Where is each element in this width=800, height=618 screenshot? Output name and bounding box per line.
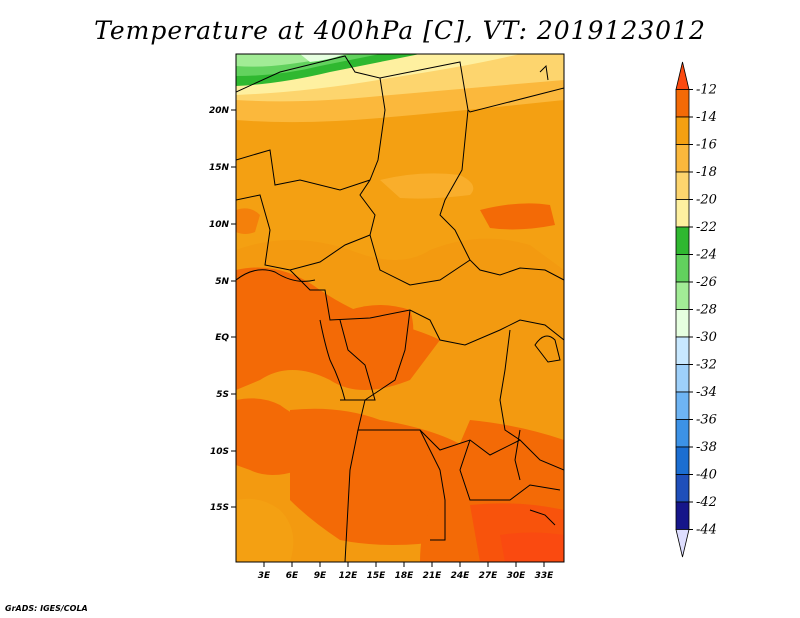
lon-label-15e: 15E bbox=[367, 571, 387, 581]
colorbar-label: -44 bbox=[696, 523, 717, 538]
colorbar-label: -24 bbox=[696, 248, 717, 263]
colorbar-swatch bbox=[675, 501, 690, 530]
colorbar-label: -34 bbox=[696, 385, 717, 400]
colorbar-swatch bbox=[675, 89, 690, 118]
colorbar-label: -16 bbox=[696, 138, 717, 153]
map-frame bbox=[235, 53, 565, 563]
lat-label-15s: 15S bbox=[210, 503, 229, 513]
colorbar-swatch bbox=[675, 474, 690, 503]
colorbar-label: -22 bbox=[696, 220, 717, 235]
colorbar-swatch bbox=[675, 391, 690, 420]
colorbar-label: -42 bbox=[696, 495, 717, 510]
lon-label-9e: 9E bbox=[314, 571, 327, 581]
colorbar-label: -26 bbox=[696, 275, 717, 290]
lat-labels: 20N 15N 10N 5N EQ 5S 10S 15S bbox=[209, 106, 230, 513]
lon-label-6e: 6E bbox=[286, 571, 299, 581]
colorbar-label: -32 bbox=[696, 358, 717, 373]
lon-label-21e: 21E bbox=[423, 571, 443, 581]
lon-label-24e: 24E bbox=[451, 571, 471, 581]
grads-credit: GrADS: IGES/COLA bbox=[5, 604, 88, 613]
colorbar-swatch bbox=[675, 336, 690, 365]
lat-label-20n: 20N bbox=[209, 106, 230, 116]
colorbar-swatch bbox=[675, 171, 690, 200]
lon-label-33e: 33E bbox=[535, 571, 555, 581]
colorbar-label: -12 bbox=[696, 83, 717, 98]
lat-label-eq: EQ bbox=[215, 333, 229, 343]
colorbar-swatch bbox=[675, 364, 690, 393]
country-borders bbox=[236, 55, 564, 562]
lon-label-30e: 30E bbox=[507, 571, 527, 581]
colorbar-swatch bbox=[675, 281, 690, 310]
colorbar-label: -40 bbox=[696, 468, 717, 483]
lon-labels: 3E 6E 9E 12E 15E 18E 21E 24E 27E 30E 33E bbox=[258, 571, 554, 581]
colorbar-swatch bbox=[675, 226, 690, 255]
colorbar-label: -36 bbox=[696, 413, 717, 428]
lat-label-15n: 15N bbox=[209, 163, 230, 173]
colorbar: -12 -14 -16 -18 -20 -22 -24 -26 -28 -30 -32 -34 -36 -… bbox=[675, 61, 717, 558]
colorbar-top-triangle bbox=[675, 61, 690, 90]
colorbar-label: -38 bbox=[696, 440, 717, 455]
lat-label-10n: 10N bbox=[209, 220, 230, 230]
lat-ticks bbox=[231, 109, 236, 508]
colorbar-label: -20 bbox=[696, 193, 717, 208]
colorbar-swatch bbox=[675, 419, 690, 448]
colorbar-label: -30 bbox=[696, 330, 717, 345]
lon-label-3e: 3E bbox=[258, 571, 271, 581]
colorbar-swatch bbox=[675, 116, 690, 145]
temperature-field bbox=[236, 54, 564, 562]
lat-label-10s: 10S bbox=[210, 447, 229, 457]
colorbar-swatch bbox=[675, 254, 690, 283]
colorbar-bottom-triangle bbox=[675, 529, 690, 558]
colorbar-label: -18 bbox=[696, 165, 717, 180]
lat-label-5s: 5S bbox=[216, 390, 229, 400]
lon-label-18e: 18E bbox=[395, 571, 415, 581]
colorbar-swatch bbox=[675, 144, 690, 173]
lat-label-5n: 5N bbox=[215, 277, 229, 287]
colorbar-swatch bbox=[675, 309, 690, 338]
colorbar-swatch bbox=[675, 199, 690, 228]
lon-ticks bbox=[263, 562, 545, 567]
lon-label-12e: 12E bbox=[339, 571, 359, 581]
map-title: Temperature at 400hPa [C], VT: 201912301… bbox=[94, 16, 706, 45]
colorbar-label: -28 bbox=[696, 303, 717, 318]
colorbar-swatch bbox=[675, 446, 690, 475]
lon-label-27e: 27E bbox=[479, 571, 499, 581]
colorbar-label: -14 bbox=[696, 110, 717, 125]
